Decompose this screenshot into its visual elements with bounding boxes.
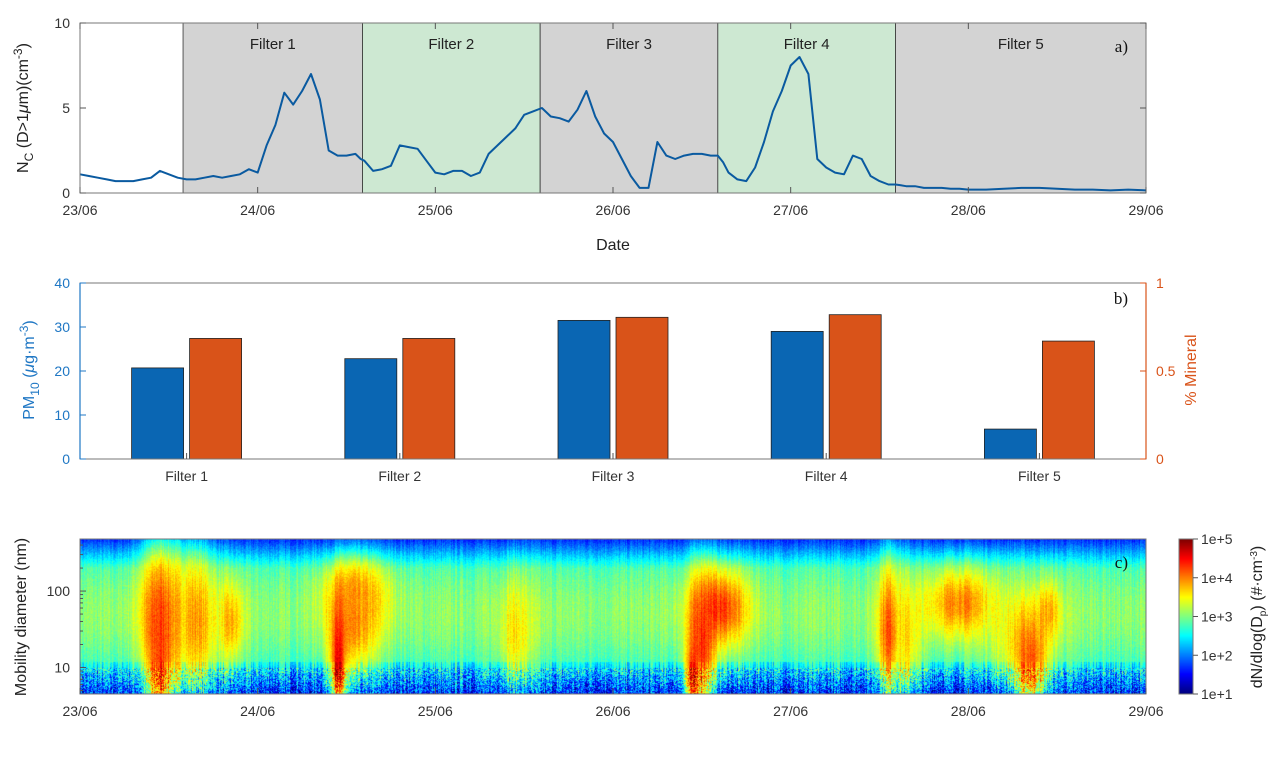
y-tick-label-left: 20 — [54, 363, 70, 379]
panel-a-xlabel: Date — [596, 237, 630, 254]
bar-pm10 — [770, 330, 824, 460]
x-tick-label: 25/06 — [418, 202, 453, 218]
x-tick-label: 26/06 — [595, 202, 630, 218]
x-tick-label: 23/06 — [62, 202, 97, 218]
category-label: Filter 5 — [1018, 468, 1061, 484]
filter-band-1 — [182, 22, 363, 194]
y-tick-label-left: 40 — [54, 275, 70, 291]
nc-series-line — [79, 56, 1147, 192]
colorbar-tick-label: 1e+4 — [1201, 570, 1233, 586]
bar-pm10 — [131, 367, 185, 460]
category-label: Filter 4 — [805, 468, 848, 484]
x-tick-label: 27/06 — [773, 202, 808, 218]
x-tick-label: 25/06 — [418, 703, 453, 719]
x-tick-label: 28/06 — [951, 202, 986, 218]
y-tick-label: 100 — [47, 583, 71, 599]
colorbar — [1179, 539, 1193, 694]
panel-b-ylabel-right: % Mineral — [1183, 334, 1200, 405]
colorbar-tick-label: 1e+3 — [1201, 609, 1233, 625]
panel-b: Filter 1 Filter 2 Filter 3 Filter 4 Filter 5… — [17, 275, 1200, 484]
y-tick-label-right: 1 — [1156, 275, 1164, 291]
y-tick-label-right: 0.5 — [1156, 363, 1176, 379]
filter-band-5 — [895, 22, 1147, 194]
panel-c: 23/06 24/06 25/06 26/06 27/06 28/06 29/06 10 100… — [13, 531, 1269, 719]
colorbar-tick-label: 1e+1 — [1201, 686, 1233, 702]
filter-band-label-2: Filter 2 — [428, 36, 474, 53]
x-tick-label: 26/06 — [595, 703, 630, 719]
heatmap-canvas-holder — [80, 539, 1146, 694]
filter-band-label-1: Filter 1 — [250, 36, 296, 53]
panel-a-tag: a) — [1115, 37, 1128, 56]
category-label: Filter 1 — [165, 468, 208, 484]
y-tick-label-left: 0 — [62, 451, 70, 467]
bar-group — [131, 314, 1095, 460]
bar-pm10 — [557, 319, 611, 460]
colorbar-holder — [1179, 539, 1193, 694]
panel-b-ylabel-left: PM10 (μg·m-3) — [17, 320, 42, 419]
colorbar-label: dN/dlog(Dp) (#·cm-3) — [1249, 546, 1269, 688]
filter-bands: Filter 1 Filter 2 Filter 3 Filter 4 Filter 5 — [182, 22, 1147, 194]
colorbar-tick-label: 1e+2 — [1201, 647, 1233, 663]
bar-mineral — [828, 314, 882, 460]
y-tick-label-left: 30 — [54, 319, 70, 335]
x-tick-label: 28/06 — [951, 703, 986, 719]
bar-mineral — [189, 338, 243, 460]
y-tick-label: 10 — [54, 15, 70, 31]
panel-c-tag: c) — [1115, 553, 1128, 572]
panel-a-ticks: 23/06 24/06 25/06 26/06 27/06 28/06 29/06 0 5 10 — [54, 15, 1163, 218]
y-tick-label: 0 — [62, 185, 70, 201]
bar-mineral — [1042, 340, 1095, 460]
category-label: Filter 2 — [378, 468, 421, 484]
x-tick-label: 24/06 — [240, 202, 275, 218]
x-tick-label: 29/06 — [1128, 202, 1163, 218]
x-tick-label: 27/06 — [773, 703, 808, 719]
y-tick-label: 5 — [62, 100, 70, 116]
x-tick-label: 29/06 — [1128, 703, 1163, 719]
colorbar-tick-label: 1e+5 — [1201, 531, 1233, 547]
bar-mineral — [615, 316, 669, 460]
panel-a: Filter 1 Filter 2 Filter 3 Filter 4 Filter 5… — [11, 15, 1164, 254]
panel-a-ylabel: NC (D>1μm)(cm-3) — [11, 43, 36, 173]
filter-band-label-5: Filter 5 — [998, 36, 1044, 53]
heatmap — [80, 539, 1146, 694]
y-tick-label-right: 0 — [1156, 451, 1164, 467]
bar-pm10 — [984, 428, 1037, 460]
y-tick-label: 10 — [54, 659, 70, 675]
colorbar-ticks: 1e+1 1e+2 1e+3 1e+4 1e+5 — [1193, 531, 1233, 702]
y-tick-label-left: 10 — [54, 407, 70, 423]
panel-c-ticks: 23/06 24/06 25/06 26/06 27/06 28/06 29/06 10 100 — [47, 544, 1164, 719]
panel-b-ticks: Filter 1 Filter 2 Filter 3 Filter 4 Filter 5… — [54, 275, 1175, 484]
panel-c-ylabel: Mobility diameter (nm) — [13, 538, 30, 696]
bar-pm10 — [344, 358, 398, 460]
x-tick-label: 23/06 — [62, 703, 97, 719]
bar-mineral — [402, 338, 456, 460]
filter-band-label-3: Filter 3 — [606, 36, 652, 53]
panel-b-tag: b) — [1114, 289, 1128, 308]
x-tick-label: 24/06 — [240, 703, 275, 719]
category-label: Filter 3 — [592, 468, 635, 484]
filter-band-label-4: Filter 4 — [784, 36, 830, 53]
filter-band-4 — [717, 22, 896, 194]
